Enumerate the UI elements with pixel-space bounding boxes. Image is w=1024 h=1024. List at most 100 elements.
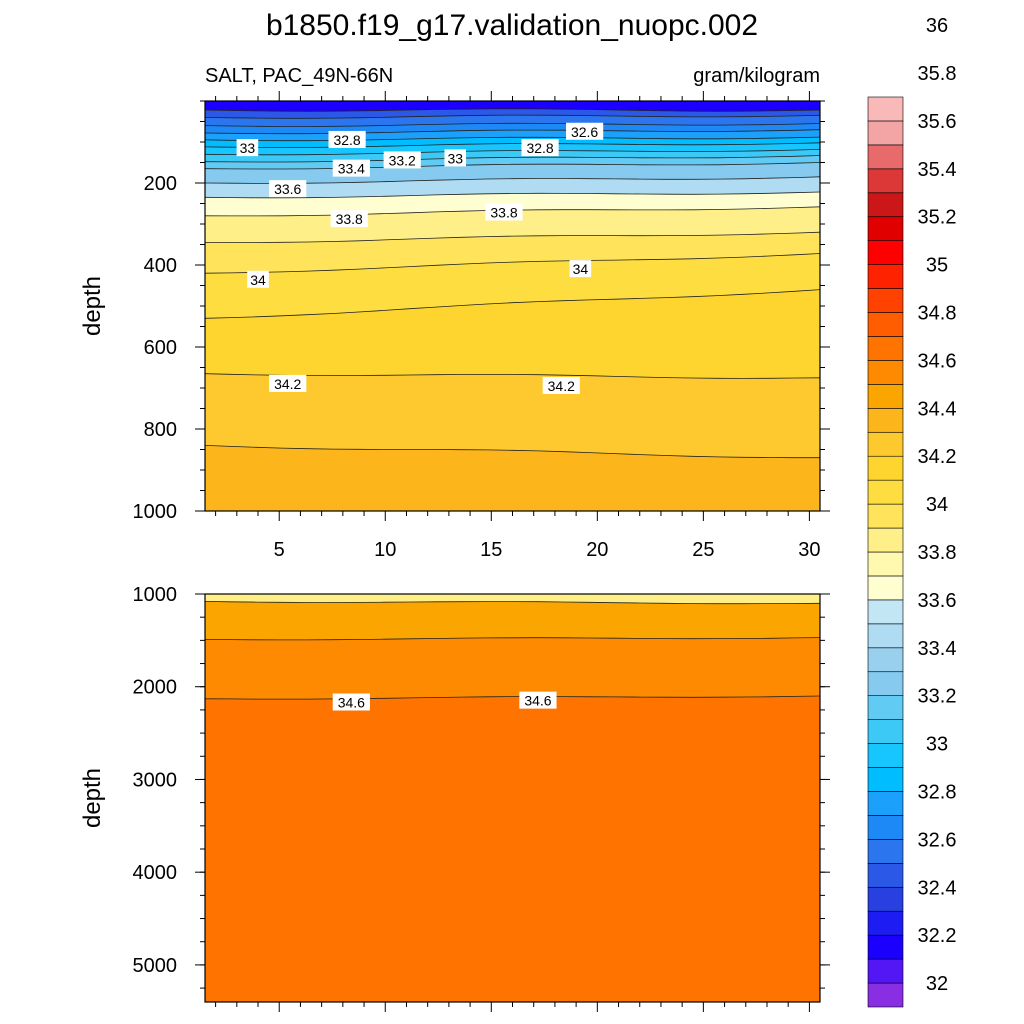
colorbar-label: 35.2 <box>918 207 957 229</box>
x-tick-label: 25 <box>692 539 714 561</box>
colorbar-box <box>867 120 904 146</box>
colorbar-label: 34.6 <box>918 350 957 372</box>
y-tick-label: 4000 <box>133 862 178 884</box>
colorbar-box <box>867 288 904 313</box>
contour-label: 34 <box>573 261 589 277</box>
colorbar-label: 32 <box>926 973 948 995</box>
upper-depth-panel: 33 32.8 32.6 32.8 33.4 33.2 33 33.6 33.8 33.8 34 34… <box>79 91 830 561</box>
colorbar-box <box>867 886 904 912</box>
colorbar-box <box>867 767 904 792</box>
colorbar: 32 32.2 32.4 32.6 32.8 33 33.2 33.4 33.6 33.8 34 34… <box>867 15 957 1008</box>
contour-line <box>204 231 821 243</box>
colorbar-box <box>867 934 904 960</box>
contour-label-box <box>247 270 269 288</box>
colorbar-box <box>867 408 904 433</box>
contour-line <box>204 289 821 319</box>
colorbar-label: 35 <box>926 255 948 277</box>
contour-label: 33.2 <box>389 152 416 168</box>
contour-line <box>204 445 820 459</box>
colorbar-label: 34.8 <box>918 303 957 325</box>
colorbar-box <box>867 863 904 888</box>
x-tick-label: 5 <box>274 539 285 561</box>
y-tick-label: 1000 <box>133 501 178 523</box>
contour-line <box>204 191 821 199</box>
colorbar-box <box>867 839 904 864</box>
contour-label: 33 <box>447 150 463 166</box>
y-axis-title: depth <box>79 768 106 828</box>
colorbar-box <box>867 647 904 673</box>
contour-label-box <box>566 122 604 140</box>
lower-depth-panel: 34.6 34.6 1000 2000 3000 4000 5000 depth <box>79 584 830 1012</box>
contour-line <box>204 114 821 119</box>
colorbar-label: 33.6 <box>918 590 957 612</box>
colorbar-box <box>867 168 904 194</box>
contour-label: 33.8 <box>336 211 363 227</box>
colorbar-box <box>867 815 904 840</box>
contour-label: 33 <box>240 140 256 156</box>
contour-label: 33.6 <box>274 181 301 197</box>
colorbar-label: 35.8 <box>918 63 957 85</box>
variable-region-label: SALT, PAC_49N-66N <box>205 65 393 87</box>
colorbar-label: 32.2 <box>918 925 957 947</box>
x-tick-label: 10 <box>374 539 396 561</box>
contour-line <box>204 637 821 641</box>
contour-label-box <box>542 376 580 394</box>
colorbar-box <box>867 551 904 577</box>
contour-line <box>204 253 821 274</box>
colorbar-box <box>867 623 904 649</box>
colorbar-label: 33.8 <box>918 542 957 564</box>
contour-line <box>204 601 821 605</box>
contour-label-box <box>269 374 307 392</box>
colorbar-box <box>867 719 904 744</box>
y-tick-label: 600 <box>144 337 177 359</box>
contour-line <box>204 695 821 700</box>
colorbar-label: 32.8 <box>918 781 957 803</box>
colorbar-box <box>867 336 904 361</box>
contour-label-box <box>519 691 557 709</box>
x-tick-label: 30 <box>798 539 820 561</box>
contour-label: 32.8 <box>333 132 360 148</box>
contour-line <box>204 162 821 170</box>
colorbar-label: 36 <box>926 15 948 37</box>
colorbar-box <box>867 695 904 720</box>
contour-label-box <box>332 693 370 711</box>
colorbar-box <box>867 503 904 529</box>
contour-label-box <box>328 130 366 148</box>
contour-label-box <box>269 180 307 198</box>
colorbar-box <box>867 312 904 337</box>
contour-line <box>204 122 821 127</box>
colorbar-label: 34.2 <box>918 446 957 468</box>
x-tick-label: 20 <box>586 539 608 561</box>
colorbar-box <box>867 982 904 1008</box>
colorbar-label: 32.6 <box>918 829 957 851</box>
contour-label-box <box>444 149 467 167</box>
contour-line <box>204 108 821 112</box>
y-tick-label: 400 <box>144 255 177 277</box>
colorbar-box <box>867 575 904 601</box>
units-label: gram/kilogram <box>693 65 820 87</box>
y-tick-label: 800 <box>144 419 177 441</box>
contour-line <box>204 142 821 148</box>
y-axis-title: depth <box>79 276 106 336</box>
contour-label-box <box>236 139 259 157</box>
contour-label: 33.8 <box>490 205 517 221</box>
contour-label-box <box>485 203 523 221</box>
figure-title: b1850.f19_g17.validation_nuopc.002 <box>266 9 758 42</box>
contour-label-box <box>332 159 370 177</box>
colorbar-box <box>867 384 904 409</box>
contour-label-box <box>330 210 368 228</box>
contour-fill-band <box>205 696 820 1002</box>
colorbar-box <box>867 216 904 241</box>
contour-line <box>204 176 821 184</box>
colorbar-box <box>867 192 904 218</box>
contour-label: 33.4 <box>338 161 365 177</box>
y-tick-label: 2000 <box>133 677 178 699</box>
contour-label-box <box>521 139 559 157</box>
y-tick-label: 200 <box>144 173 177 195</box>
colorbar-box <box>867 479 904 505</box>
colorbar-box <box>867 360 904 385</box>
y-tick-label: 1000 <box>133 584 178 606</box>
colorbar-label: 33.2 <box>918 686 957 708</box>
contour-line <box>204 373 821 379</box>
